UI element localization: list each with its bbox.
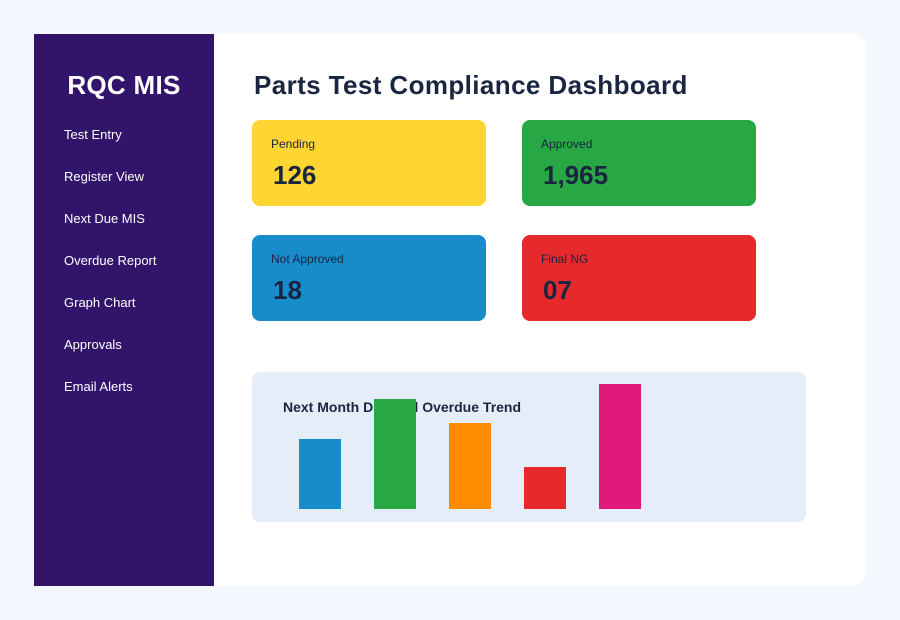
page-title: Parts Test Compliance Dashboard <box>254 70 688 100</box>
chart-bar-3 <box>449 423 491 509</box>
chart-bar-5 <box>599 384 641 509</box>
sidebar: RQC MIS Test Entry Register View Next Du… <box>34 34 214 586</box>
approved-card[interactable]: Approved 1,965 <box>522 120 756 206</box>
final-ng-card[interactable]: Final NG 07 <box>522 235 756 321</box>
chart-bar-2 <box>374 399 416 509</box>
sidebar-item-register-view[interactable]: Register View <box>64 169 144 184</box>
sidebar-item-test-entry[interactable]: Test Entry <box>64 127 122 142</box>
trend-chart-panel: Next Month Due and Overdue Trend <box>252 372 806 522</box>
card-value: 18 <box>273 275 302 305</box>
brand-title: RQC MIS <box>67 70 181 100</box>
chart-bar-4 <box>524 467 566 509</box>
card-label: Approved <box>541 137 593 151</box>
card-label: Final NG <box>541 252 589 266</box>
card-value: 1,965 <box>543 160 609 190</box>
sidebar-item-email-alerts[interactable]: Email Alerts <box>64 379 133 394</box>
sidebar-item-graph-chart[interactable]: Graph Chart <box>64 295 136 310</box>
sidebar-item-approvals[interactable]: Approvals <box>64 337 122 352</box>
pending-card[interactable]: Pending 126 <box>252 120 486 206</box>
card-label: Not Approved <box>271 252 344 266</box>
not-approved-card[interactable]: Not Approved 18 <box>252 235 486 321</box>
sidebar-item-overdue-report[interactable]: Overdue Report <box>64 253 157 268</box>
sidebar-item-next-due-mis[interactable]: Next Due MIS <box>64 211 145 226</box>
card-value: 07 <box>543 275 572 305</box>
dashboard-window: RQC MIS Test Entry Register View Next Du… <box>34 34 866 586</box>
card-value: 126 <box>273 160 317 190</box>
chart-bar-1 <box>299 439 341 509</box>
card-label: Pending <box>271 137 316 151</box>
